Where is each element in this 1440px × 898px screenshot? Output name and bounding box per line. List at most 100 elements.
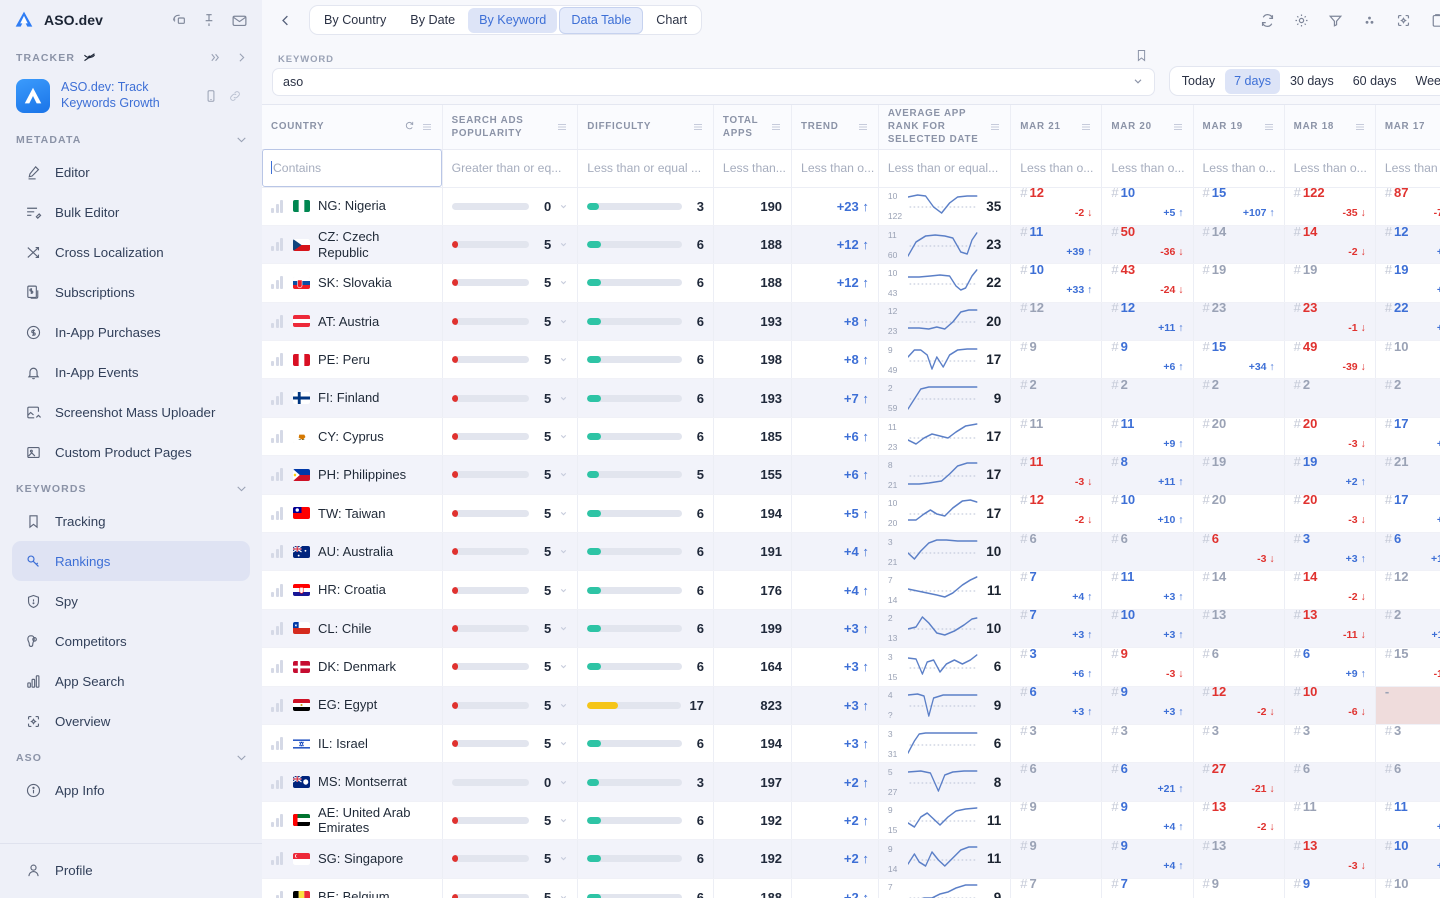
tab-data-table[interactable]: Data Table	[559, 6, 644, 34]
column-filter-input[interactable]: Less than or equal...	[878, 149, 1012, 188]
range-60-days[interactable]: 60 days	[1352, 73, 1397, 88]
range-30-days[interactable]: 30 days	[1289, 73, 1334, 88]
table-row[interactable]: CZ: Czech Republic 5 6 188 +12 ↑ 11 60 23 +39 ↑ #…	[262, 224, 1440, 265]
column-header-mar-20[interactable]: MAR 20	[1101, 105, 1194, 150]
column-menu-icon[interactable]	[770, 121, 782, 133]
column-header-search-ads-popularity[interactable]: SEARCH ADS POPULARITY	[442, 105, 579, 150]
column-menu-icon[interactable]	[556, 121, 568, 133]
section-keywords[interactable]: KEYWORDS	[0, 472, 262, 501]
section-aso[interactable]: ASO	[0, 741, 262, 770]
tab-by-keyword[interactable]: By Keyword	[468, 7, 558, 33]
chevron-down-icon[interactable]	[235, 133, 248, 146]
sidebar-item-custom-product-pages[interactable]: Custom Product Pages	[12, 432, 250, 472]
table-row[interactable]: AU: Australia 5 6 191 +4 ↑ 3 21 10 #6 #6 -3 ↓ #6 +3 …	[262, 531, 1440, 572]
column-menu-icon[interactable]	[1354, 121, 1366, 133]
column-filter-input[interactable]: Less than o...	[1193, 149, 1285, 188]
column-filter-input[interactable]: Greater than or eq...	[442, 149, 579, 188]
column-header-mar-17[interactable]: MAR 17	[1375, 105, 1440, 150]
range-7-days[interactable]: 7 days	[1225, 68, 1280, 94]
clipboard-icon[interactable]	[1429, 12, 1440, 29]
table-row[interactable]: HR: Croatia 5 6 176 +4 ↑ 7 14 11 +4 ↑ #7 +3 ↑ #11 #1…	[262, 569, 1440, 610]
tab-by-date[interactable]: By Date	[410, 12, 456, 27]
table-row[interactable]: CL: Chile 5 6 199 +3 ↑ 2 13 10 +3 ↑ #7 +3 ↑ #10 #13-…	[262, 607, 1440, 649]
column-header-average-app-rank-for-selected-date[interactable]: AVERAGE APP RANK FOR SELECTED DATE	[878, 105, 1012, 150]
sidebar-item-in-app-purchases[interactable]: In-App Purchases	[12, 312, 250, 352]
section-metadata[interactable]: METADATA	[0, 123, 262, 152]
range-week[interactable]: Week	[1415, 73, 1440, 88]
sidebar-item-in-app-events[interactable]: In-App Events	[12, 352, 250, 392]
gear-icon[interactable]	[1293, 12, 1310, 29]
column-filter-input[interactable]: Less than...	[713, 149, 793, 188]
column-filter-input[interactable]: Less than o...	[1010, 149, 1103, 188]
sidebar-item-tracking[interactable]: Tracking	[12, 501, 250, 541]
column-filter-input[interactable]: Less than o...	[1101, 149, 1194, 188]
table-row[interactable]: DK: Denmark 5 6 164 +3 ↑ 3 15 6 +6 ↑ #3 -3 ↓ #9 #6 +9…	[262, 646, 1440, 687]
link-icon[interactable]	[228, 89, 242, 103]
filter-icon[interactable]	[1327, 12, 1344, 29]
column-header-trend[interactable]: TREND	[791, 105, 879, 150]
sidebar-item-bulk-editor[interactable]: Bulk Editor	[12, 192, 250, 232]
data-table-container[interactable]: COUNTRY SEARCH ADS POPULARITY DIFFICULTY TO…	[262, 104, 1440, 898]
sidebar-item-rankings[interactable]: Rankings	[12, 541, 250, 581]
table-row[interactable]: CY: Cyprus 5 6 185 +6 ↑ 11 23 17 #11 +9 ↑ #11 #20 -3…	[262, 416, 1440, 457]
column-header-total-apps[interactable]: TOTAL APPS	[713, 105, 793, 150]
refresh-icon[interactable]	[1259, 12, 1276, 29]
sidebar-item-app-info[interactable]: App Info	[12, 770, 250, 810]
keyword-select[interactable]: aso	[272, 68, 1155, 96]
table-row[interactable]: TW: Taiwan 5 6 194 +5 ↑ 10 20 17 -2 ↓ #12 +10 ↑ #10…	[262, 492, 1440, 534]
column-menu-icon[interactable]	[857, 121, 869, 133]
refresh-icon[interactable]	[404, 120, 415, 134]
table-row[interactable]: PE: Peru 5 6 198 +8 ↑ 9 49 17 #9 +6 ↑ #9 +34 ↑ #15 -3…	[262, 339, 1440, 380]
tab-by-country[interactable]: By Country	[324, 12, 387, 27]
column-filter-input[interactable]: Less than o...	[1284, 149, 1376, 188]
back-button[interactable]	[272, 13, 299, 28]
pin-icon[interactable]	[201, 12, 217, 28]
column-header-difficulty[interactable]: DIFFICULTY	[577, 105, 714, 150]
app-card[interactable]: ASO.dev: Track Keywords Growth	[12, 73, 250, 119]
table-row[interactable]: MS: Montserrat 0 3 197 +2 ↑ 5 27 8 #6 +21 ↑ #6 -21 …	[262, 761, 1440, 802]
chat-icon[interactable]	[171, 12, 187, 28]
column-filter-input[interactable]: Less than or equal ...	[577, 149, 714, 188]
sidebar-item-cross-localization[interactable]: Cross Localization	[12, 232, 250, 272]
sidebar-item-competitors[interactable]: Competitors	[12, 621, 250, 661]
chevron-down-icon[interactable]	[235, 751, 248, 764]
sidebar-item-subscriptions[interactable]: Subscriptions	[12, 272, 250, 312]
chevrons-right-icon[interactable]	[208, 51, 221, 64]
column-menu-icon[interactable]	[1080, 121, 1092, 133]
table-row[interactable]: SK: Slovakia 5 6 188 +12 ↑ 10 43 22 +33 ↑ #10 -24 …	[262, 262, 1440, 303]
column-menu-icon[interactable]	[421, 121, 433, 133]
tab-chart[interactable]: Chart	[656, 12, 688, 27]
column-filter-input[interactable]: Less than o...	[1375, 149, 1440, 188]
column-filter-input[interactable]: Contains	[262, 149, 443, 188]
table-row[interactable]: PH: Philippines 5 5 155 +6 ↑ 8 21 17 -3 ↓ #11 +11 …	[262, 454, 1440, 495]
device-icon[interactable]	[204, 89, 218, 103]
column-header-mar-18[interactable]: MAR 18	[1284, 105, 1376, 150]
sidebar-item-app-search[interactable]: App Search	[12, 661, 250, 701]
column-header-mar-21[interactable]: MAR 21	[1010, 105, 1103, 150]
cluster-icon[interactable]	[1361, 12, 1378, 29]
sidebar-item-profile[interactable]: Profile	[12, 850, 250, 890]
table-row[interactable]: NG: Nigeria 0 3 190 +23 ↑ 10 122 35 -2 ↓ #12 +5 ↑ #…	[262, 185, 1440, 226]
column-menu-icon[interactable]	[1172, 121, 1184, 133]
column-header-mar-19[interactable]: MAR 19	[1193, 105, 1285, 150]
table-row[interactable]: EG: Egypt 5 17 823 +3 ↑ 4? 9 +3 ↑ #6 +3 ↑ #9 -2 ↓ #1…	[262, 684, 1440, 725]
column-menu-icon[interactable]	[989, 121, 1001, 133]
sidebar-item-spy[interactable]: Spy	[12, 581, 250, 621]
column-header-country[interactable]: COUNTRY	[262, 105, 443, 150]
column-menu-icon[interactable]	[692, 121, 704, 133]
table-row[interactable]: SG: Singapore 5 6 192 +2 ↑ 9 14 11 #9 +4 ↑ #9 #13 -3…	[262, 838, 1440, 879]
focus-icon[interactable]	[1395, 12, 1412, 29]
mail-icon[interactable]	[231, 12, 248, 29]
sidebar-item-editor[interactable]: Editor	[12, 152, 250, 192]
range-today[interactable]: Today	[1181, 73, 1216, 88]
column-filter-input[interactable]: Less than o...	[791, 149, 879, 188]
sidebar-item-overview[interactable]: Overview	[12, 701, 250, 741]
table-row[interactable]: AE: United Arab Emirates 5 6 192 +2 ↑ 9 15 11 #9…	[262, 799, 1440, 841]
sidebar-item-screenshot-mass-uploader[interactable]: Screenshot Mass Uploader	[12, 392, 250, 432]
chevron-down-icon[interactable]	[235, 482, 248, 495]
chevron-right-icon[interactable]	[235, 51, 248, 64]
table-row[interactable]: AT: Austria 5 6 193 +8 ↑ 12 23 20 #12 +11 ↑ #12 #23…	[262, 300, 1440, 342]
